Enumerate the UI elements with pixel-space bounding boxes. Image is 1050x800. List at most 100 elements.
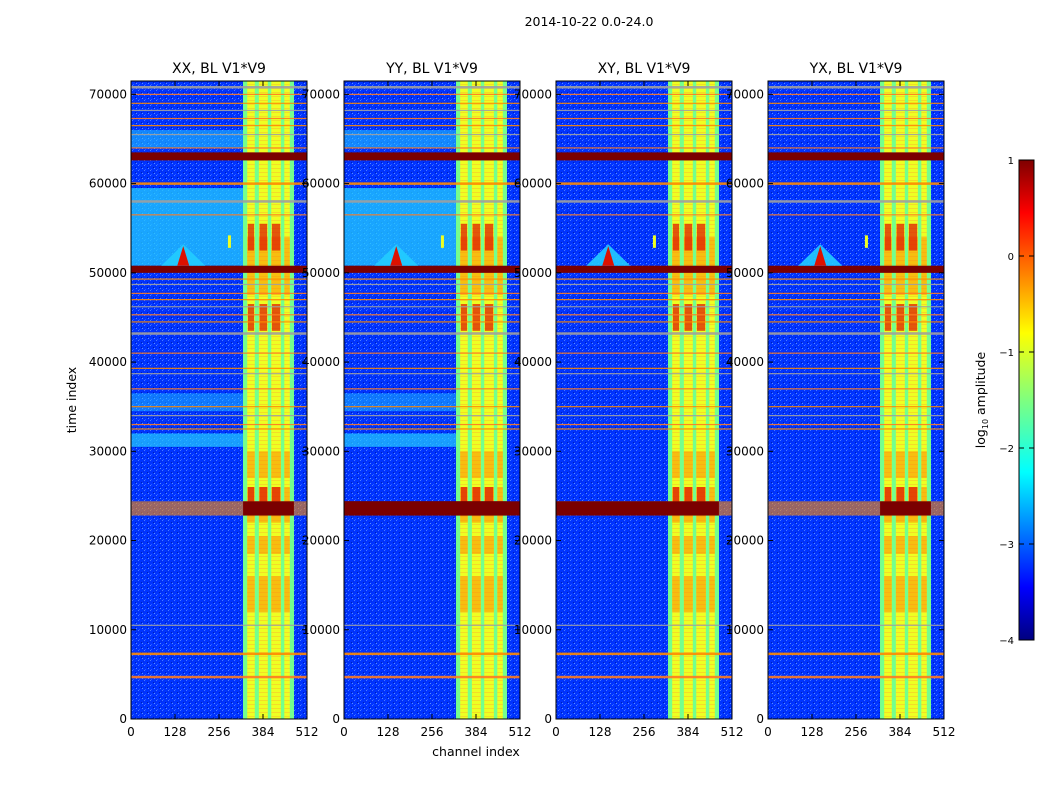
y-tick-label: 60000 bbox=[514, 177, 552, 191]
rfi-blob bbox=[895, 576, 905, 612]
rfi-line bbox=[344, 428, 520, 430]
y-tick-label: 20000 bbox=[726, 534, 764, 548]
rfi-line bbox=[556, 283, 732, 286]
rfi-line bbox=[768, 125, 944, 127]
x-tick-label: 384 bbox=[677, 725, 700, 739]
x-tick-label: 256 bbox=[208, 725, 231, 739]
y-tick-label: 40000 bbox=[89, 355, 127, 369]
rfi-line bbox=[131, 102, 307, 104]
rfi-blob bbox=[709, 576, 715, 612]
rfi-line bbox=[556, 423, 732, 426]
rfi-column bbox=[668, 81, 673, 719]
saturated-band bbox=[556, 152, 732, 161]
rfi-line bbox=[768, 109, 944, 112]
rfi-line bbox=[768, 428, 944, 430]
rfi-column bbox=[254, 81, 259, 719]
saturated-band bbox=[131, 152, 307, 161]
rfi-line bbox=[131, 415, 307, 417]
y-tick-label: 10000 bbox=[89, 623, 127, 637]
cyan-region bbox=[344, 130, 457, 148]
panel-title: YX, BL V1*V9 bbox=[809, 61, 903, 77]
rfi-blob bbox=[683, 536, 693, 554]
rfi-line bbox=[131, 283, 307, 286]
y-tick-label: 70000 bbox=[726, 87, 764, 101]
rfi-line bbox=[131, 133, 307, 136]
rfi-blob bbox=[921, 576, 927, 612]
rfi-line bbox=[131, 675, 307, 679]
rfi-line bbox=[344, 200, 520, 203]
colorbar-label: log10 amplitude bbox=[973, 351, 990, 448]
colorbar-tick-label: 1 bbox=[1008, 156, 1014, 167]
rfi-line bbox=[768, 299, 944, 301]
rfi-texture bbox=[921, 81, 927, 719]
y-tick-label: 30000 bbox=[302, 444, 340, 458]
rfi-line bbox=[344, 85, 520, 89]
x-tick-label: 256 bbox=[633, 725, 656, 739]
rfi-blob bbox=[271, 304, 281, 331]
rfi-line bbox=[131, 278, 307, 280]
rfi-blob bbox=[921, 536, 927, 554]
figure-title: 2014-10-22 0.0-24.0 bbox=[525, 14, 654, 29]
rfi-blob bbox=[709, 451, 715, 479]
rfi-line bbox=[344, 133, 520, 136]
rfi-texture bbox=[884, 81, 892, 719]
rfi-blob bbox=[684, 223, 693, 251]
rfi-blob bbox=[460, 576, 468, 612]
rfi-line bbox=[131, 306, 307, 308]
rfi-blob bbox=[258, 451, 268, 479]
cyan-region bbox=[131, 393, 244, 412]
cyan-region bbox=[131, 433, 244, 447]
rfi-texture bbox=[908, 81, 918, 719]
rfi-blob bbox=[258, 576, 268, 612]
rfi-line bbox=[556, 182, 732, 185]
y-tick-label: 0 bbox=[119, 712, 127, 726]
rfi-blob bbox=[460, 451, 468, 479]
rfi-line bbox=[344, 652, 520, 656]
y-tick-label: 0 bbox=[332, 712, 340, 726]
rfi-line bbox=[768, 332, 944, 335]
x-tick-label: 384 bbox=[465, 725, 488, 739]
rfi-blob bbox=[672, 304, 680, 331]
bright-feature bbox=[390, 246, 403, 266]
y-tick-label: 60000 bbox=[302, 177, 340, 191]
rfi-line bbox=[556, 147, 732, 149]
rfi-line bbox=[344, 214, 520, 216]
rfi-line bbox=[768, 182, 944, 185]
rfi-blob bbox=[471, 451, 481, 479]
rfi-line bbox=[556, 652, 732, 656]
rfi-line bbox=[131, 292, 307, 294]
y-tick-label: 50000 bbox=[726, 266, 764, 280]
rfi-column bbox=[289, 81, 294, 719]
rfi-line bbox=[768, 352, 944, 354]
rfi-line bbox=[344, 283, 520, 286]
rfi-blob bbox=[484, 223, 494, 251]
rfi-column bbox=[705, 81, 710, 719]
saturated-band bbox=[768, 265, 944, 273]
rfi-blob bbox=[672, 451, 680, 479]
rfi-line bbox=[556, 117, 732, 120]
rfi-line bbox=[131, 652, 307, 656]
rfi-blob bbox=[284, 451, 290, 479]
rfi-line bbox=[131, 117, 307, 120]
saturated-band-core bbox=[243, 501, 294, 516]
rfi-line bbox=[768, 292, 944, 294]
rfi-line bbox=[556, 352, 732, 354]
rfi-texture bbox=[247, 81, 255, 719]
rfi-texture bbox=[497, 81, 503, 719]
rfi-line bbox=[768, 624, 944, 626]
rfi-texture bbox=[696, 81, 706, 719]
heatmap-image bbox=[344, 81, 520, 719]
y-tick-label: 70000 bbox=[89, 87, 127, 101]
x-tick-label: 512 bbox=[933, 725, 956, 739]
rfi-blob bbox=[284, 536, 290, 554]
rfi-line bbox=[344, 125, 520, 127]
rfi-column bbox=[267, 81, 272, 719]
rfi-blob bbox=[247, 451, 255, 479]
rfi-line bbox=[131, 314, 307, 316]
rfi-blob bbox=[460, 536, 468, 554]
saturated-band bbox=[344, 265, 520, 273]
rfi-blob bbox=[284, 576, 290, 612]
y-tick-label: 70000 bbox=[302, 87, 340, 101]
rfi-line bbox=[768, 373, 944, 375]
rfi-line bbox=[556, 624, 732, 626]
